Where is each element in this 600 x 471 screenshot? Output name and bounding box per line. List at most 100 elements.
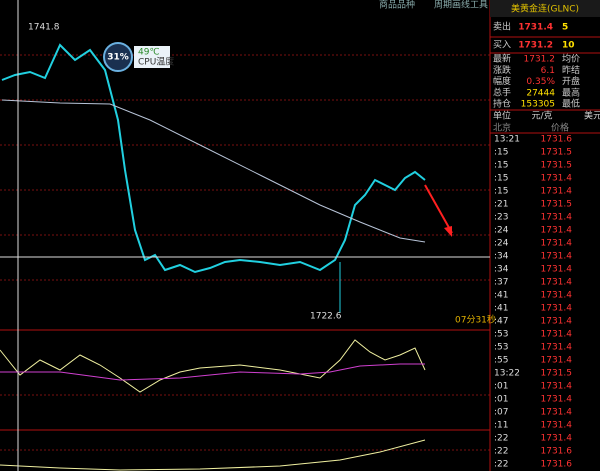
stat-label: 最低 [562, 98, 580, 110]
price-line [1, 43, 426, 274]
quote-title: 美黄金连(GLNC) [511, 3, 579, 15]
tick-price: 1731.6 [541, 460, 573, 470]
unit-value: 美元 [584, 110, 600, 122]
tick-time: :15 [494, 161, 508, 171]
tick-time: :07 [494, 408, 508, 418]
arrow [424, 184, 453, 234]
unit-value: 元/克 [531, 111, 552, 122]
tick-price: 1731.4 [541, 226, 573, 236]
tick-time: 13:21 [494, 135, 520, 145]
tick-time: :37 [494, 278, 508, 288]
tick-time: :34 [494, 252, 509, 262]
tick-price: 1731.4 [541, 408, 573, 418]
tick-price: 1731.4 [541, 317, 573, 327]
stat-value: 0.35% [526, 77, 555, 87]
cpu-panel [134, 46, 170, 68]
title-bar [490, 0, 600, 17]
cpu-temp: 49℃ [138, 48, 160, 58]
high-label: 1741.8 [28, 23, 60, 33]
indicator-d [0, 363, 425, 381]
tick-time: :01 [494, 395, 508, 405]
toolbar-item: 商品品种 [379, 0, 415, 11]
tick-price: 1731.4 [541, 421, 573, 431]
stat-value: 6.1 [541, 66, 555, 76]
low-label: 1722.6 [310, 312, 342, 322]
tick-price: 1731.4 [541, 304, 573, 314]
col-header: 北京 [493, 122, 511, 134]
quote-volume: 10 [562, 41, 575, 51]
grid [0, 0, 491, 471]
tick-time: :15 [494, 187, 508, 197]
tick-price: 1731.4 [541, 278, 573, 288]
tick-time: :22 [494, 460, 508, 470]
tick-price: 1731.4 [541, 343, 573, 353]
tick-price: 1731.4 [541, 239, 573, 249]
col-header: 价格 [551, 122, 569, 134]
tick-time: :15 [494, 174, 508, 184]
toolbar-item: 画线工具 [452, 0, 488, 11]
tick-time: :55 [494, 356, 508, 366]
countdown: 07分31秒 [455, 314, 496, 326]
tick-time: :24 [494, 226, 509, 236]
arrow-head [444, 226, 452, 237]
tick-time: :34 [494, 265, 509, 275]
stat-label: 最新 [493, 53, 511, 65]
tick-price: 1731.4 [541, 330, 573, 340]
cpu-usage: 31% [107, 53, 129, 63]
tick-time: :53 [494, 330, 508, 340]
tick-time: :22 [494, 434, 508, 444]
tick-time: :41 [494, 304, 508, 314]
tick-price: 1731.5 [541, 200, 573, 210]
cpu-label: CPU温度 [138, 56, 174, 68]
tick-price: 1731.6 [541, 447, 573, 457]
cpu-gauge [103, 42, 133, 72]
stat-label: 开盘 [562, 75, 580, 87]
tick-price: 1731.5 [541, 148, 573, 158]
stat-value: 1731.2 [524, 55, 556, 65]
tick-price: 1731.4 [541, 265, 573, 275]
tick-time: :53 [494, 343, 508, 353]
tick-time: :23 [494, 213, 508, 223]
moving-average [1, 99, 426, 243]
stat-value: 153305 [521, 100, 555, 110]
tick-price: 1731.4 [541, 356, 573, 366]
tick-price: 1731.5 [541, 369, 573, 379]
stat-label: 总手 [493, 86, 511, 98]
tick-price: 1731.4 [541, 187, 573, 197]
tick-time: :47 [494, 317, 508, 327]
tick-time: :22 [494, 447, 508, 457]
indicator-k [0, 339, 426, 393]
tick-price: 1731.4 [541, 395, 573, 405]
quote-label: 卖出 [493, 21, 511, 33]
quote-label: 买入 [493, 40, 511, 51]
tick-price: 1731.5 [541, 161, 573, 171]
stat-label: 涨跌 [493, 65, 511, 76]
quote-volume: 5 [562, 23, 568, 33]
tick-time: :41 [494, 291, 508, 301]
stat-label: 幅度 [493, 75, 511, 87]
macd-line [0, 439, 426, 471]
tick-time: :21 [494, 200, 508, 210]
tick-time: :15 [494, 148, 508, 158]
tick-price: 1731.4 [541, 382, 573, 392]
quote-price: 1731.2 [518, 41, 553, 51]
stat-label: 最高 [562, 86, 580, 98]
tick-price: 1731.4 [541, 252, 573, 262]
tick-price: 1731.6 [541, 135, 573, 145]
tick-price: 1731.4 [541, 213, 573, 223]
tick-time: :01 [494, 382, 508, 392]
tick-price: 1731.4 [541, 434, 573, 444]
tick-time: 13:22 [494, 369, 520, 379]
stat-label: 昨结 [562, 64, 580, 76]
tick-price: 1731.4 [541, 291, 573, 301]
toolbar-item: 周期 [434, 0, 452, 11]
stat-label: 持仓 [493, 98, 511, 110]
tick-price: 1731.4 [541, 174, 573, 184]
stat-value: 27444 [526, 88, 555, 98]
quote-price: 1731.4 [518, 23, 553, 33]
tick-time: :24 [494, 239, 509, 249]
unit-label: 单位 [493, 110, 511, 122]
tick-time: :11 [494, 421, 508, 431]
stat-label: 均价 [562, 53, 580, 65]
